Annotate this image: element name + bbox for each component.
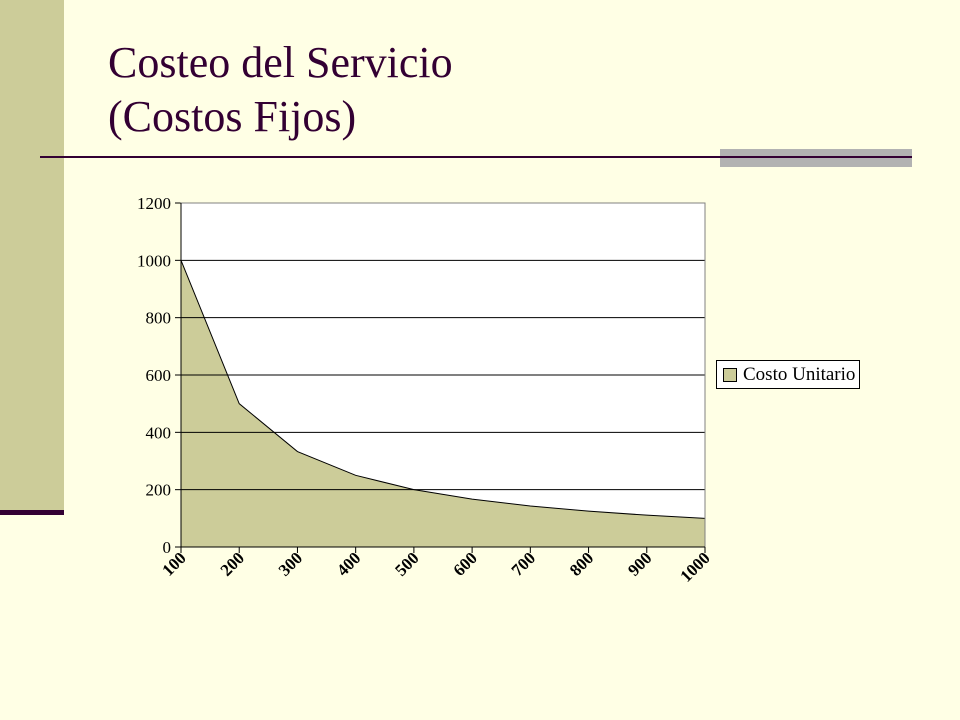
y-tick-label: 600 [146, 366, 172, 385]
x-tick-label: 400 [333, 548, 364, 579]
series-line-costo-unitario [180, 260, 706, 519]
title-rule [40, 156, 912, 158]
title-rule-accent [720, 149, 912, 167]
y-tick-label: 400 [146, 423, 172, 442]
x-tick-label: 500 [391, 548, 422, 579]
x-tick-label: 600 [449, 548, 480, 579]
legend-label: Costo Unitario [743, 364, 856, 385]
series-area-costo-unitario [181, 260, 705, 547]
y-tick-label: 0 [163, 538, 172, 557]
x-tick-label: 700 [508, 548, 539, 579]
slide-title-line-1: Costeo del Servicio [108, 38, 453, 87]
side-accent-line [0, 510, 64, 515]
legend-swatch [723, 368, 737, 382]
x-tick-label: 200 [217, 548, 248, 579]
x-tick-label: 800 [566, 548, 597, 579]
chart-legend: Costo Unitario [716, 360, 861, 389]
y-tick-label: 1200 [137, 194, 171, 213]
x-tick-label: 900 [624, 548, 655, 579]
y-tick-label: 1000 [137, 251, 171, 270]
x-tick-label: 300 [275, 548, 306, 579]
slide-title: Costeo del Servicio (Costos Fijos) [108, 36, 453, 144]
side-accent-bar [0, 0, 64, 510]
x-tick-label: 1000 [676, 548, 713, 585]
y-tick-label: 200 [146, 481, 172, 500]
slide-title-line-2: (Costos Fijos) [108, 92, 357, 141]
y-tick-label: 800 [146, 309, 172, 328]
